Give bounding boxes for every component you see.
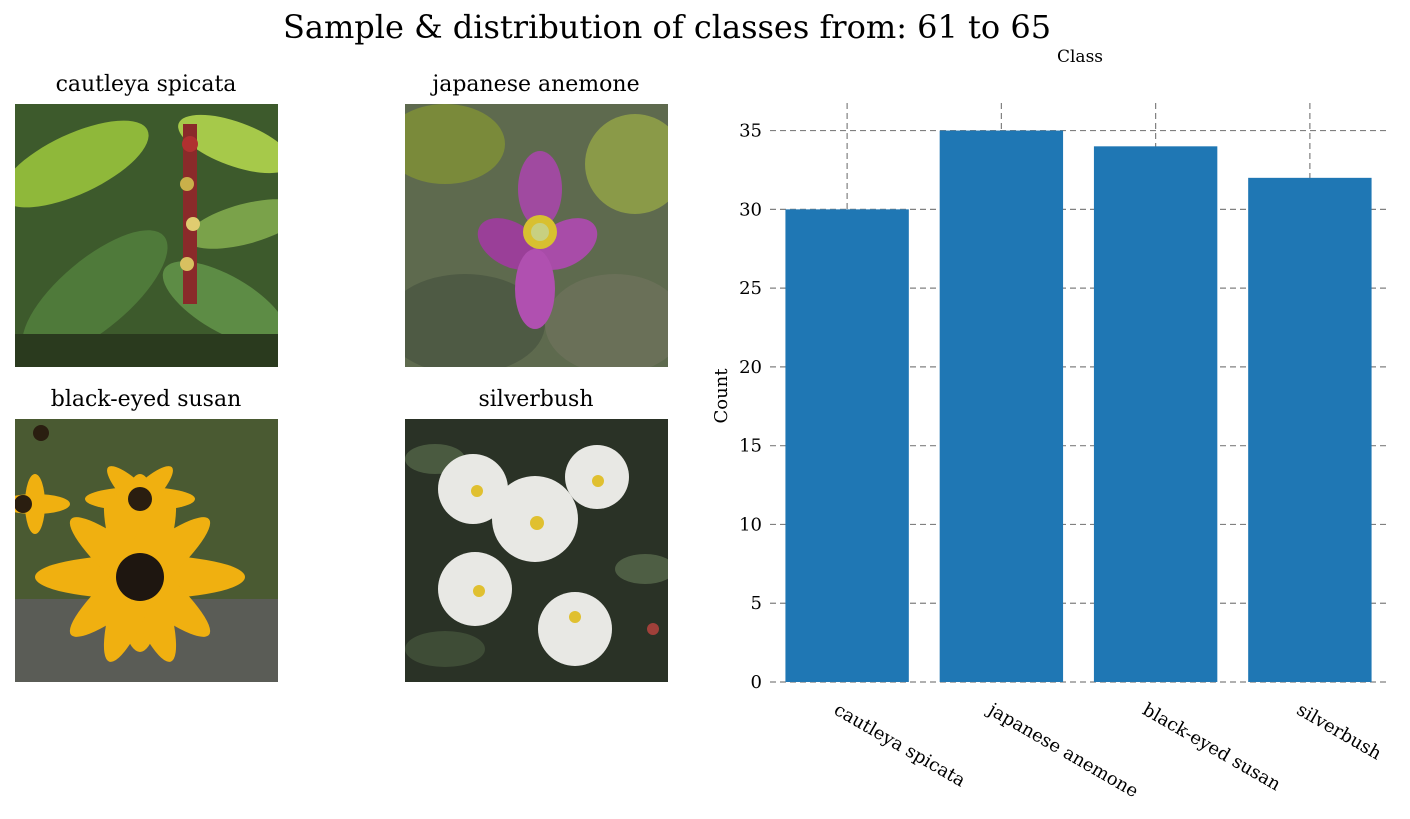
sample-image-4 — [405, 419, 668, 682]
y-tick-labels: 0 5 10 15 20 25 30 35 — [739, 121, 762, 693]
chart-title: Class — [1057, 47, 1103, 67]
sample-image-2 — [405, 104, 668, 367]
y-tick-label: 5 — [751, 593, 762, 614]
bar — [939, 130, 1064, 683]
y-tick-label: 0 — [751, 672, 762, 693]
sample-title-3: black-eyed susan — [50, 387, 242, 412]
sample-image-3 — [15, 419, 278, 682]
bar — [1248, 177, 1372, 682]
x-tick-label: japanese anemone — [983, 698, 1142, 802]
sample-title-1: cautleya spicata — [55, 72, 237, 97]
y-tick-label: 20 — [739, 357, 762, 378]
sample-title-2: japanese anemone — [432, 72, 640, 97]
bar — [1093, 146, 1218, 682]
x-tick-label: cautleya spicata — [830, 699, 969, 791]
y-axis-label: Count — [711, 368, 732, 424]
bars — [785, 130, 1372, 683]
y-tick-label: 15 — [739, 436, 762, 457]
y-tick-label: 30 — [739, 199, 762, 220]
sample-title-4: silverbush — [478, 387, 594, 412]
y-tick-label: 10 — [739, 514, 762, 535]
x-tick-label: silverbush — [1293, 699, 1385, 764]
y-tick-label: 35 — [739, 121, 762, 142]
x-tick-label: black-eyed susan — [1139, 699, 1285, 795]
sample-image-1 — [15, 104, 278, 367]
y-tick-label: 25 — [739, 278, 762, 299]
x-tick-labels: cautleya spicata japanese anemoneblack-ey… — [830, 698, 1385, 802]
figure-title: Sample & distribution of classes from: 6… — [282, 8, 1052, 46]
class-distribution-chart: 0 5 10 15 20 25 30 35 cautleya spicata japanese … — [711, 47, 1387, 802]
bar — [785, 209, 909, 683]
